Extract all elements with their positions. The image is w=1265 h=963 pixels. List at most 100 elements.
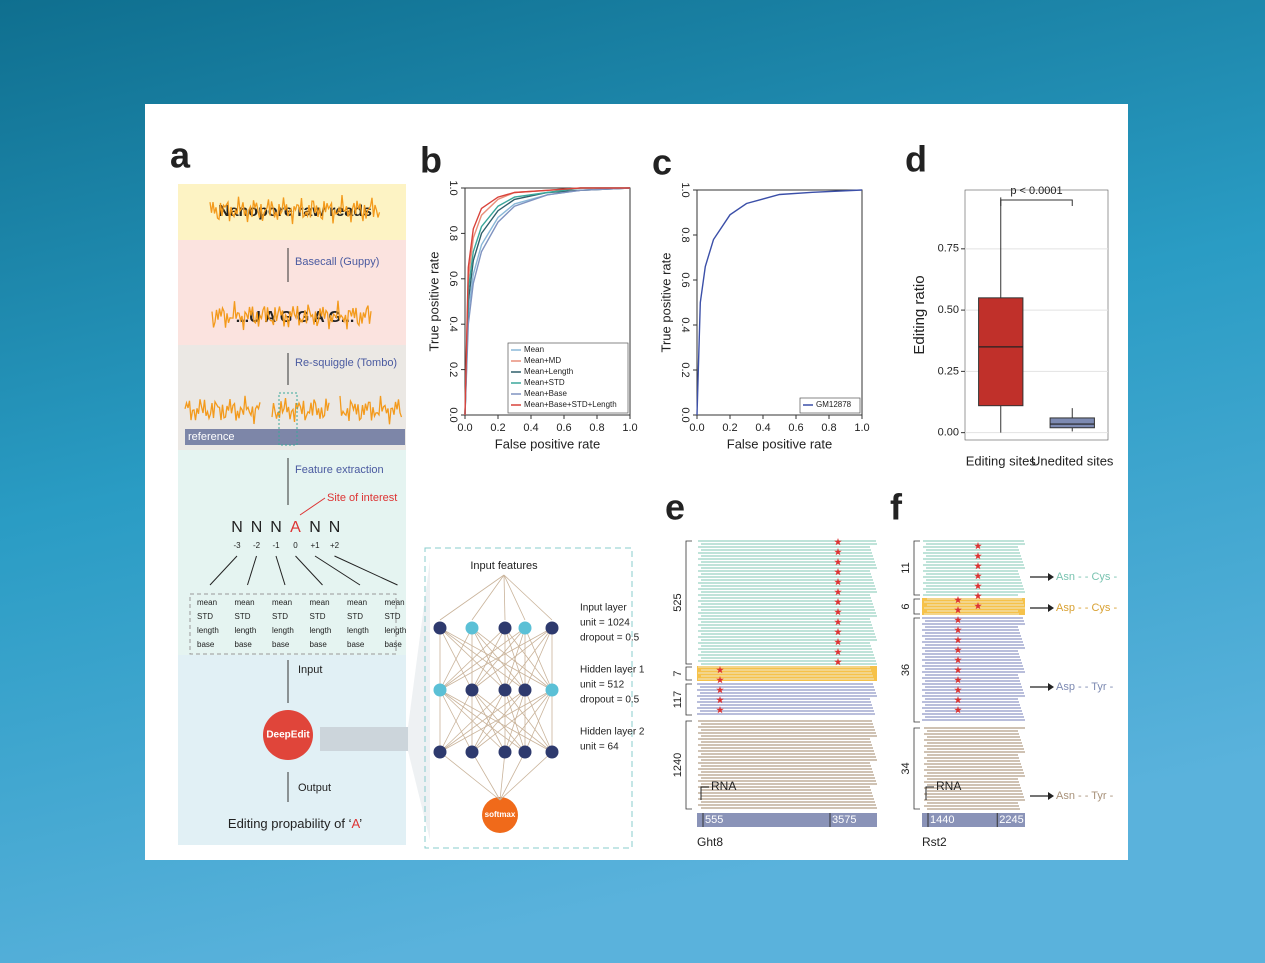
layer-name: Hidden layer 2 <box>580 727 645 738</box>
edit-star <box>954 616 962 624</box>
x-tick-label: Unedited sites <box>1031 453 1114 468</box>
panel-label: b <box>420 140 442 181</box>
feature: length <box>385 626 407 635</box>
node <box>498 621 512 635</box>
band <box>178 240 406 345</box>
edit-star <box>834 558 842 566</box>
feature: mean <box>347 598 367 607</box>
feature: base <box>310 640 328 649</box>
x-tick-label: 1.0 <box>854 422 869 434</box>
softmax-label: softmax <box>485 810 516 819</box>
feature: base <box>272 640 290 649</box>
highlight <box>278 392 298 446</box>
arrow <box>247 555 257 586</box>
layer-units: unit = 512 <box>580 680 625 691</box>
legend-label: Mean+Length <box>524 367 573 376</box>
group-count: 6 <box>900 603 912 609</box>
edit-star <box>974 582 982 590</box>
feature: length <box>347 626 369 635</box>
group-bracket <box>685 666 692 681</box>
track-arrow <box>700 786 709 800</box>
y-axis-label: True positive rate <box>658 253 673 353</box>
group-bracket <box>685 540 692 665</box>
group-count: 117 <box>672 691 684 709</box>
step-text: Re-squiggle (Tombo) <box>295 357 397 369</box>
legend-label: Mean+MD <box>524 356 561 365</box>
track-arrow <box>925 786 934 800</box>
signal <box>339 395 403 425</box>
node <box>465 745 479 759</box>
arrow-head <box>1048 604 1054 612</box>
edge <box>439 574 505 621</box>
x-tick-label: 0.4 <box>523 422 538 434</box>
roc-curve <box>696 189 863 416</box>
layer-units: unit = 64 <box>580 742 619 753</box>
significance-label: p < 0.0001 <box>1010 185 1062 197</box>
edit-star <box>834 608 842 616</box>
x-tick-label: 0.6 <box>556 422 571 434</box>
edit-star <box>974 592 982 600</box>
edit-star <box>716 666 724 674</box>
edge <box>471 627 506 691</box>
group-bracket <box>913 598 920 615</box>
amino-change: Asn - - Tyr - <box>1056 790 1114 802</box>
arrow <box>299 497 326 516</box>
feature: STD <box>385 612 401 621</box>
edge <box>439 627 473 691</box>
result-suffix: ’ <box>359 816 362 831</box>
feature: STD <box>272 612 288 621</box>
feature: STD <box>310 612 326 621</box>
node <box>433 683 447 697</box>
edge <box>471 751 501 801</box>
y-tick-label: 0.4 <box>447 317 459 332</box>
base: N <box>309 519 321 536</box>
y-tick-label: 0.00 <box>938 427 959 439</box>
track-position: 555 <box>705 814 723 826</box>
layer-dropout: dropout = 0.5 <box>580 695 640 706</box>
node <box>545 621 559 635</box>
x-tick-label: 0.8 <box>589 422 604 434</box>
edge <box>499 751 526 801</box>
connector <box>320 727 408 751</box>
arrow <box>295 555 323 586</box>
plot-frame <box>696 189 863 416</box>
edit-star <box>716 696 724 704</box>
legend-label: GM12878 <box>816 400 852 409</box>
position: -3 <box>233 541 241 550</box>
position: 0 <box>293 541 298 550</box>
edit-star <box>716 706 724 714</box>
node <box>465 621 479 635</box>
edge <box>471 689 553 753</box>
gene-label: Ght8 <box>697 835 723 849</box>
edge <box>503 574 553 621</box>
base: N <box>231 519 243 536</box>
x-axis-label: False positive rate <box>727 436 833 451</box>
track-bar <box>922 813 1025 827</box>
edit-star <box>834 618 842 626</box>
edit-star <box>974 602 982 610</box>
edit-star <box>834 578 842 586</box>
edge <box>439 751 501 801</box>
feature: mean <box>385 598 405 607</box>
edge <box>439 627 506 691</box>
edit-star <box>716 676 724 684</box>
signal <box>271 398 330 422</box>
edit-star <box>834 648 842 656</box>
edge <box>524 627 553 691</box>
x-tick-label: 0.0 <box>689 422 704 434</box>
panel-label: d <box>905 139 927 180</box>
edit-star <box>716 686 724 694</box>
group-count: 11 <box>900 562 912 573</box>
step-text: Input <box>298 664 322 676</box>
edit-star <box>834 568 842 576</box>
box <box>1049 417 1095 429</box>
base: N <box>329 519 341 536</box>
base: N <box>270 519 282 536</box>
panel-label: a <box>170 135 191 176</box>
arrow <box>275 555 286 586</box>
reference-bar <box>185 429 405 445</box>
gene-label: Rst2 <box>922 835 947 849</box>
group-bracket <box>685 683 692 716</box>
legend-frame <box>799 397 861 414</box>
track-position: 2245 <box>999 814 1023 826</box>
